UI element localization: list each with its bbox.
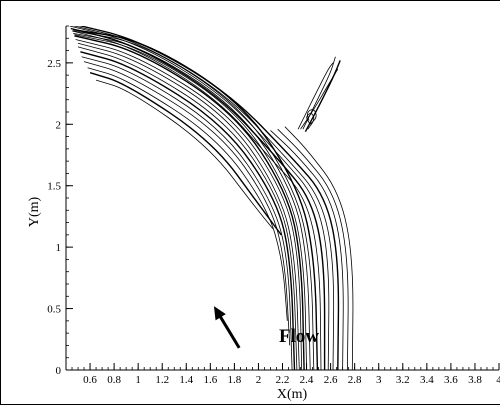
x-tick-label: 2.8 bbox=[348, 374, 362, 386]
streamline-17 bbox=[270, 130, 344, 370]
streamline-9 bbox=[81, 56, 293, 370]
streamline-26 bbox=[306, 113, 315, 130]
streamline-12 bbox=[89, 72, 282, 236]
flow-arrow-head bbox=[213, 306, 226, 321]
x-tick-label: 2 bbox=[256, 374, 262, 386]
x-tick-label: 1 bbox=[135, 374, 141, 386]
y-tick-label: 0 bbox=[56, 365, 62, 377]
x-tick-label: 3.4 bbox=[420, 374, 434, 386]
x-tick-label: 3 bbox=[376, 374, 382, 386]
streamline-5 bbox=[75, 39, 303, 370]
annotations: Flow bbox=[213, 306, 319, 349]
streamline-11 bbox=[87, 67, 288, 321]
streamline-16 bbox=[78, 26, 340, 370]
x-tick-label: 1.2 bbox=[155, 374, 169, 386]
x-tick-label: 1.6 bbox=[203, 374, 217, 386]
streamlines bbox=[69, 26, 354, 370]
x-tick-label: 3.6 bbox=[444, 374, 458, 386]
y-tick-label: 1.5 bbox=[47, 181, 61, 193]
y-tick-label: 2.5 bbox=[47, 58, 61, 70]
streamline-8 bbox=[80, 51, 296, 370]
y-tick-label: 0.5 bbox=[47, 304, 61, 316]
streamline-10 bbox=[83, 61, 291, 346]
streamline-22 bbox=[297, 62, 334, 130]
x-tick-label: 0.8 bbox=[107, 374, 121, 386]
streamline-25 bbox=[300, 68, 339, 130]
x-tick-label: 2.4 bbox=[300, 374, 314, 386]
streamline-14 bbox=[69, 26, 330, 370]
x-tick-label: 3.2 bbox=[396, 374, 410, 386]
flow-label: Flow bbox=[279, 326, 319, 347]
streamline-15 bbox=[72, 26, 335, 370]
streamline-6 bbox=[77, 42, 300, 370]
flow-arrow-shaft bbox=[218, 315, 241, 349]
streamline-20 bbox=[70, 27, 326, 370]
streamline-2 bbox=[73, 33, 311, 370]
x-tick-label: 3.8 bbox=[468, 374, 482, 386]
streamline-24 bbox=[304, 60, 341, 133]
streamline-21 bbox=[71, 30, 322, 370]
streamline-0 bbox=[74, 35, 305, 370]
x-tick-label: 0.6 bbox=[83, 374, 97, 386]
streamline-23 bbox=[302, 56, 336, 130]
x-tick-label: 1.8 bbox=[228, 374, 242, 386]
x-tick-label: 1.4 bbox=[179, 374, 193, 386]
axes: 0.6 0.8 1 1.2 1.4 1.6 1.8 2 2.2 2.4 2.6 2.8 3 3.2 3.4 3… bbox=[47, 25, 500, 386]
x-axis-label: X(m) bbox=[277, 387, 308, 402]
y-tick-label: 1 bbox=[56, 242, 62, 254]
x-tick-label: 2.2 bbox=[276, 374, 290, 386]
streamline-1 bbox=[74, 34, 307, 370]
streamline-18 bbox=[277, 128, 349, 370]
y-axis-label: Y(m) bbox=[27, 197, 42, 228]
streamline-4 bbox=[73, 29, 319, 370]
y-tick-label: 2 bbox=[56, 119, 62, 131]
streamline-19 bbox=[284, 126, 354, 370]
x-tick-label: 2.6 bbox=[324, 374, 338, 386]
streamline-27 bbox=[307, 109, 317, 125]
streamline-13 bbox=[95, 79, 274, 229]
x-tick-label: 4 bbox=[496, 374, 500, 386]
streamline-7 bbox=[77, 46, 298, 370]
